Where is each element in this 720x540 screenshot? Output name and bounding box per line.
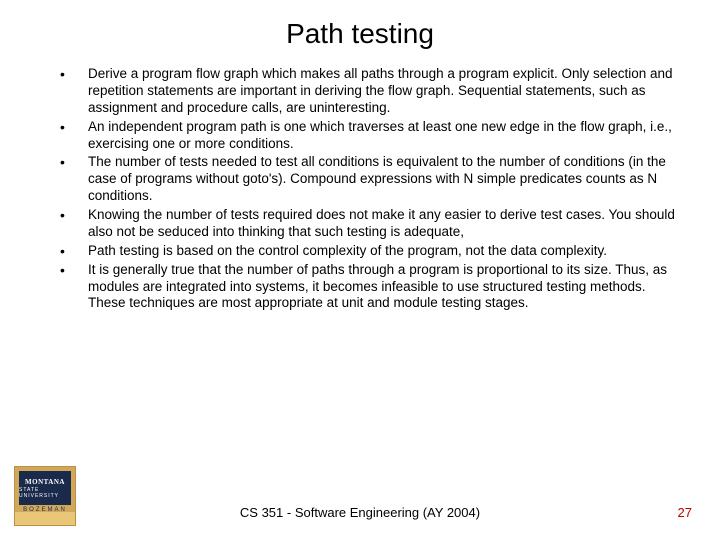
list-item: An independent program path is one which… [60,119,680,153]
slide: Path testing Derive a program flow graph… [0,0,720,540]
logo-plate: MONTANA STATE UNIVERSITY [19,471,71,505]
list-item: The number of tests needed to test all c… [60,154,680,205]
list-item: Derive a program flow graph which makes … [60,66,680,117]
logo-text-state: STATE UNIVERSITY [19,487,71,499]
logo-text-montana: MONTANA [25,478,65,486]
slide-title: Path testing [40,18,680,50]
page-number: 27 [678,505,692,520]
footer: MONTANA STATE UNIVERSITY BOZEMAN CS 351 … [0,466,720,526]
list-item: Path testing is based on the control com… [60,243,680,260]
list-item: Knowing the number of tests required doe… [60,207,680,241]
footer-text: CS 351 - Software Engineering (AY 2004) [0,505,720,520]
list-item: It is generally true that the number of … [60,262,680,313]
bullet-list: Derive a program flow graph which makes … [40,66,680,312]
